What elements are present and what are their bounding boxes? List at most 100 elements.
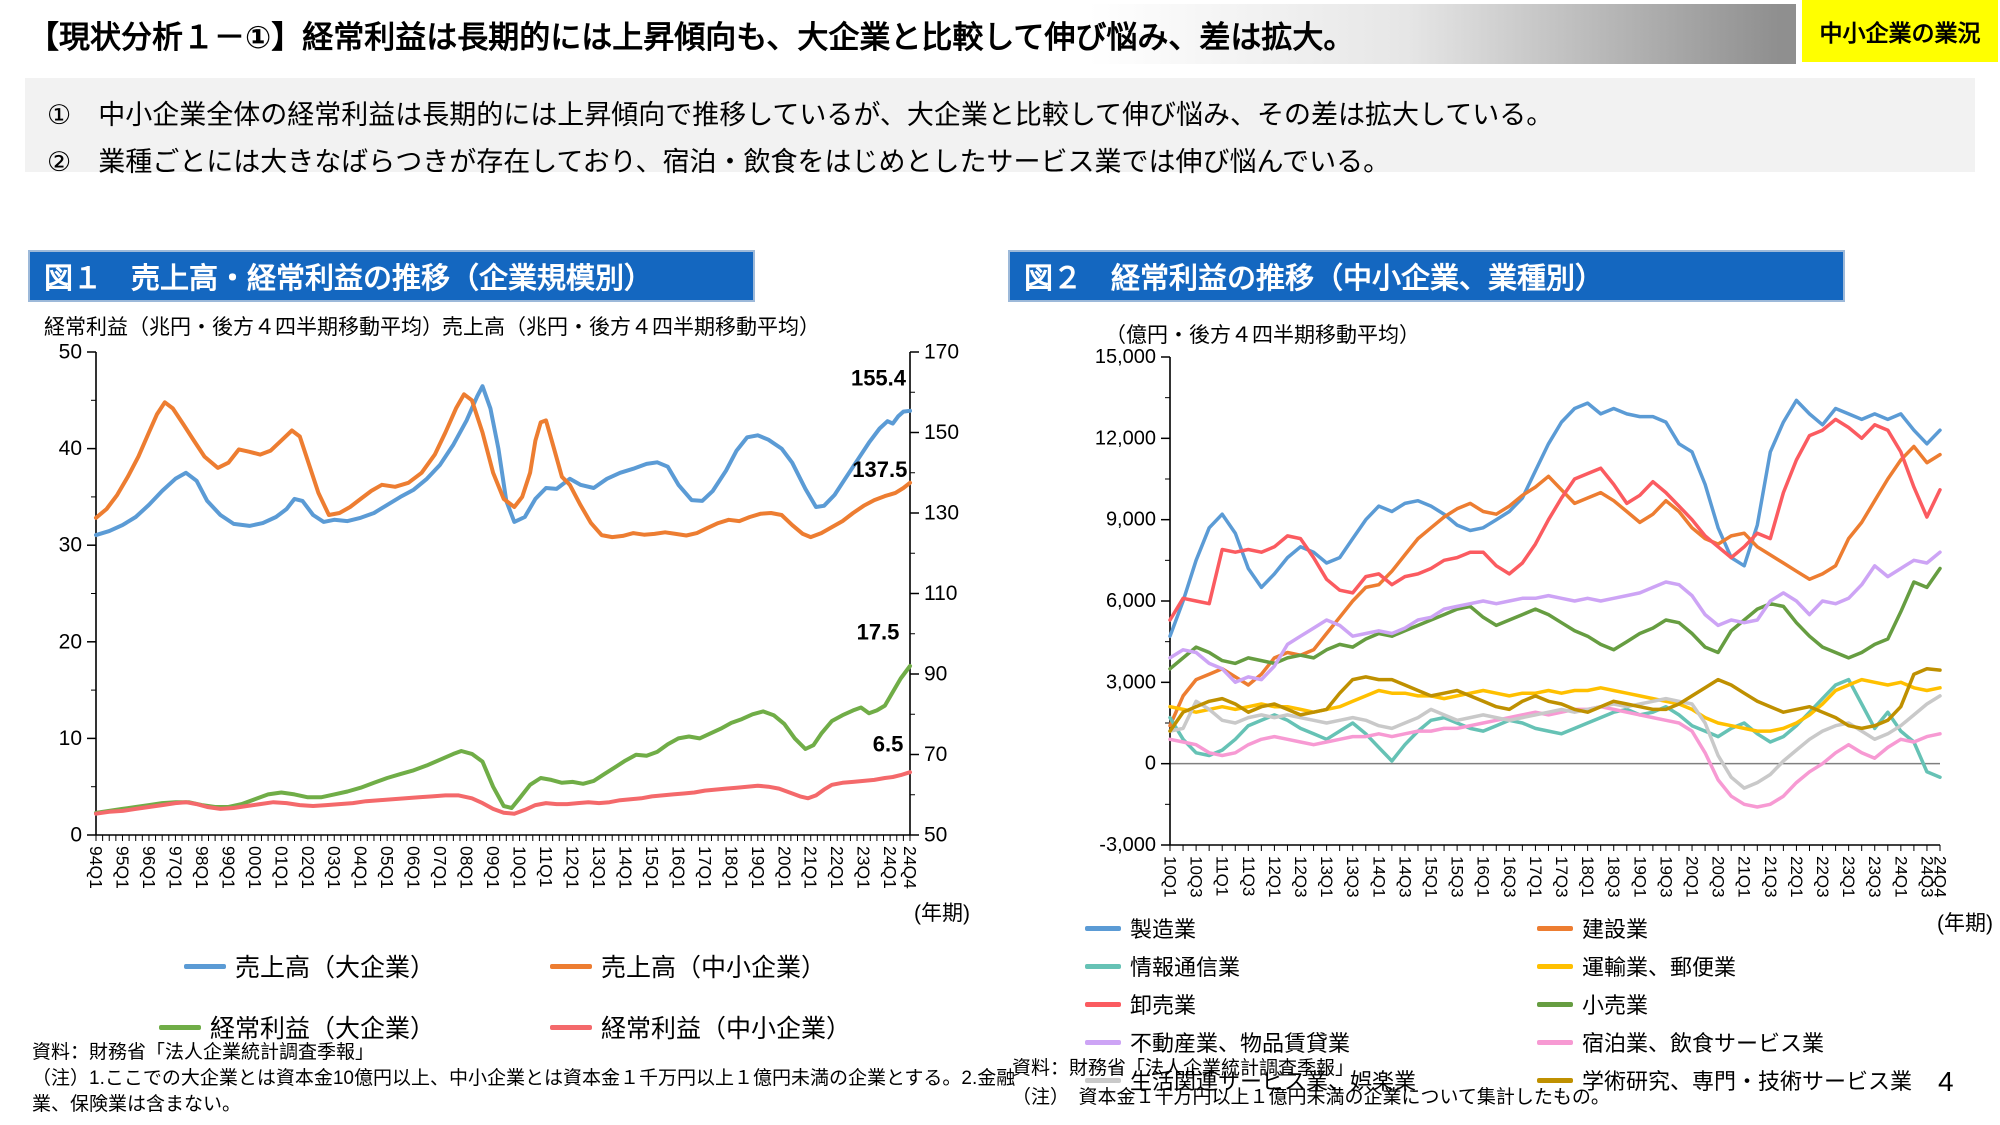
x-axis-tick-label: 15Q3 — [1448, 856, 1467, 898]
legend-item: 経常利益（中小企業） — [550, 1009, 851, 1045]
legend-item: 建設業 — [1537, 912, 1965, 944]
legend-label: 情報通信業 — [1130, 955, 1241, 980]
x-axis-tick-label: 05Q1 — [377, 846, 397, 889]
legend-row: 経常利益（大企業） 経常利益（中小企業） — [30, 1009, 980, 1045]
x-axis-tick-label: 24Q4 — [900, 846, 920, 889]
x-axis-tick-label: 09Q1 — [483, 846, 503, 889]
figure1-source: 資料：財務省「法人企業統計調査季報」 — [32, 1042, 375, 1063]
x-axis-tick-label: 08Q1 — [457, 846, 477, 889]
legend-item: 情報通信業 — [1085, 950, 1537, 982]
legend-item: 生活関連サービス業、娯楽業 — [1085, 1064, 1537, 1096]
legend-label: 運輸業、郵便業 — [1582, 955, 1737, 980]
x-axis-tick-label: 24Q3 — [1917, 856, 1936, 898]
x-axis-tick-label: 03Q1 — [324, 846, 344, 889]
x-axis-tick-label: 20Q1 — [774, 846, 794, 889]
legend-row: 卸売業 小売業 — [1085, 988, 1965, 1020]
x-axis-tick-label: 14Q3 — [1395, 856, 1414, 898]
legend-item: 小売業 — [1537, 988, 1965, 1020]
legend-item: 学術研究、専門・技術サービス業 — [1537, 1064, 1965, 1096]
y-axis-tick-label: 15,000 — [1095, 346, 1156, 368]
figure2-chart: -3,000 0 3,000 6,000 9,000 12,000 15,000 10Q1 10… — [1005, 302, 1997, 942]
series-line-経常利益（大企業） — [94, 664, 912, 815]
x-axis-tick-label: 20Q3 — [1709, 856, 1728, 898]
chart-sme-profit-by-industry: -3,000 0 3,000 6,000 9,000 12,000 15,000 10Q1 10… — [1095, 324, 1993, 935]
figure1-chart: 0 10 20 30 40 50 50 70 90 110 130 150 170 94Q1 95Q1 96Q… — [30, 302, 980, 942]
x-axis-tick-label: 98Q1 — [192, 846, 212, 889]
series-line-製造業 — [1168, 398, 1942, 638]
figure2-source: 資料：財務省「法人企業統計調査季報」 — [1012, 1058, 1355, 1079]
x-axis-tick-label: 11Q1 — [1213, 856, 1232, 896]
value-label: 17.5 — [857, 620, 900, 645]
x-axis-tick-label: 12Q1 — [562, 846, 582, 889]
x-axis-tick-label: 96Q1 — [139, 846, 159, 889]
axis-unit-label: （億円・後方４四半期移動平均） — [1105, 324, 1420, 347]
chart-sales-profit-by-firm-size: 0 10 20 30 40 50 50 70 90 110 130 150 170 94Q1 95Q1 96Q… — [44, 316, 970, 925]
x-axis-tick-label: 13Q3 — [1343, 856, 1362, 898]
x-axis-tick-label: 19Q3 — [1656, 856, 1675, 898]
x-axis-tick-label: 17Q1 — [695, 846, 715, 889]
legend-line-icon — [183, 963, 226, 969]
legend-line-icon — [1085, 963, 1121, 969]
x-axis-tick-label: 22Q1 — [827, 846, 847, 889]
figure1-notes: 資料：財務省「法人企業統計調査季報」 （注）1.ここでの大企業とは資本金10億円… — [32, 1040, 1020, 1118]
y-axis-tick-label: 6,000 — [1106, 590, 1156, 612]
legend-item: 不動産業、物品賃貸業 — [1085, 1026, 1537, 1058]
x-axis-tick-label: 23Q1 — [1839, 856, 1858, 898]
x-axis-tick-label: 19Q1 — [1630, 856, 1649, 898]
x-axis-tick-label: 23Q3 — [1865, 856, 1884, 898]
legend-label: 卸売業 — [1130, 993, 1197, 1018]
x-axis-tick-label: 20Q1 — [1683, 856, 1702, 898]
x-axis-tick-label: 99Q1 — [218, 846, 238, 889]
figure2-notes: 資料：財務省「法人企業統計調査季報」 （注） 資本金１千万円以上１億円未満の企業… — [1012, 1056, 1882, 1111]
x-axis-tick-label: 24Q4 — [1931, 856, 1950, 898]
x-axis-tick-label: 13Q1 — [1317, 856, 1336, 898]
x-axis-tick-label: 13Q1 — [589, 846, 609, 889]
legend-item: 売上高（大企業） — [183, 948, 435, 984]
category-badge: 中小企業の業況 — [1802, 0, 1998, 62]
x-axis-tick-label: 04Q1 — [351, 846, 371, 889]
legend-item: 売上高（中小企業） — [550, 948, 826, 984]
legend-line-icon — [1537, 925, 1573, 931]
x-axis-tick-label: 24Q1 — [880, 846, 900, 889]
x-axis-unit-label: (年期) — [1937, 912, 1993, 935]
legend-line-icon — [1537, 1039, 1573, 1045]
series-line-宿泊業、飲食サービス業 — [1168, 704, 1942, 809]
y-axis-tick-label: 3,000 — [1106, 671, 1156, 693]
legend-row: 生活関連サービス業、娯楽業 学術研究、専門・技術サービス業 — [1085, 1064, 1965, 1096]
x-axis-tick-label: 95Q1 — [112, 846, 132, 889]
x-axis-tick-label: 15Q1 — [642, 846, 662, 889]
legend-row: 製造業 建設業 — [1085, 912, 1965, 944]
legend-label: 売上高（大企業） — [234, 954, 435, 982]
x-axis-tick-label: 12Q1 — [1265, 856, 1284, 898]
legend-line-icon — [1085, 1039, 1121, 1045]
legend-line-icon — [1085, 1001, 1121, 1007]
legend-item: 卸売業 — [1085, 988, 1537, 1020]
figure2-legend: 製造業 建設業 情報通信業 運輸業、郵便業 卸売業 小売業 不動産業、物品賃貸業 宿泊業、飲食… — [1085, 912, 1965, 1102]
legend-line-icon — [550, 963, 592, 969]
x-axis-tick-label: 01Q1 — [271, 846, 291, 889]
y-axis-tick-label: 50 — [924, 824, 947, 847]
page-title: 【現状分析１－①】経常利益は長期的には上昇傾向も、大企業と比較して伸び悩み、差は… — [28, 19, 1355, 55]
x-axis-tick-label: 10Q3 — [1187, 856, 1206, 898]
legend-line-icon — [1085, 1077, 1121, 1083]
x-axis-tick-label: 17Q1 — [1526, 856, 1545, 898]
figure1-header: 図１ 売上高・経常利益の推移（企業規模別） — [28, 250, 755, 302]
x-axis-tick-label: 16Q1 — [1474, 856, 1493, 898]
page-number: 4 — [1938, 1066, 1954, 1097]
x-axis-tick-label: 07Q1 — [430, 846, 450, 889]
summary-point-2: ② 業種ごとには大きなばらつきが存在しており、宿泊・飲食をはじめとしたサービス業… — [47, 147, 1391, 177]
series-line-経常利益（中小企業） — [94, 770, 912, 816]
page-title-bar: 【現状分析１－①】経常利益は長期的には上昇傾向も、大企業と比較して伸び悩み、差は… — [28, 4, 1796, 64]
x-axis-tick-label: 12Q3 — [1291, 856, 1310, 898]
y-axis-tick-label: 0 — [70, 824, 82, 847]
series-line-卸売業 — [1168, 417, 1942, 622]
value-label: 155.4 — [851, 366, 907, 391]
series-line-生活関連サービス業、娯楽業 — [1168, 694, 1942, 790]
legend-row: 売上高（大企業） 売上高（中小企業） — [30, 948, 980, 984]
y-axis-tick-label: 50 — [59, 341, 82, 364]
x-axis-tick-label: 16Q1 — [668, 846, 688, 889]
axis-unit-label: 売上高（兆円・後方４四半期移動平均） — [442, 316, 820, 339]
x-axis-tick-label: 19Q1 — [748, 846, 768, 889]
x-axis-tick-label: 21Q3 — [1761, 856, 1780, 898]
